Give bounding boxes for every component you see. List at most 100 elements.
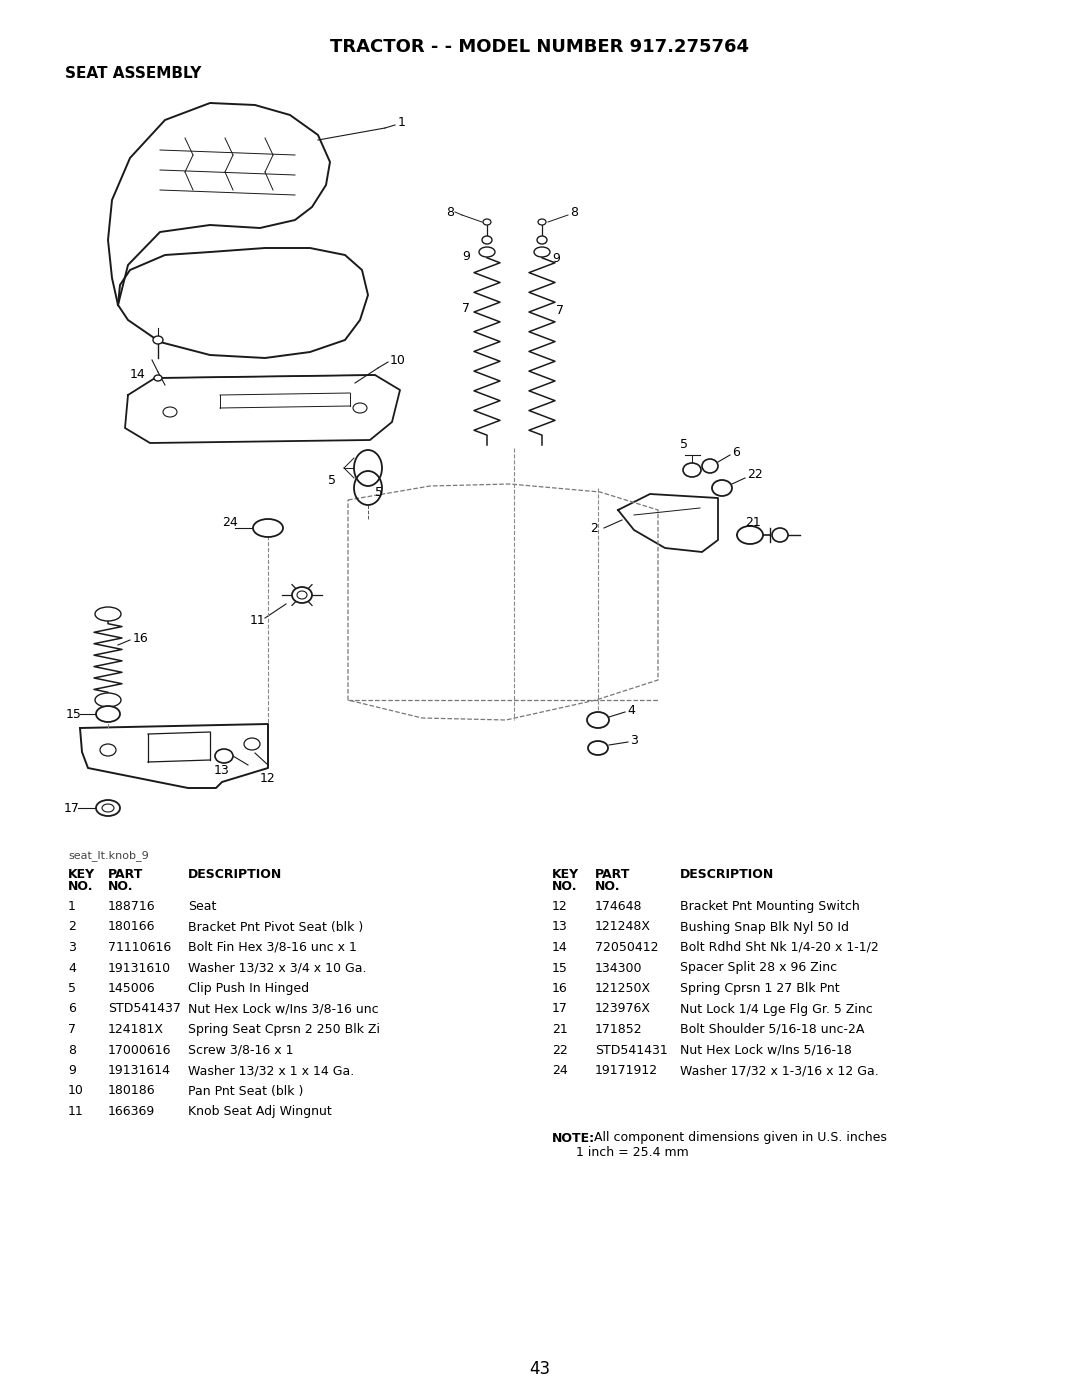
Text: NO.: NO. (552, 880, 578, 893)
Text: Spacer Split 28 x 96 Zinc: Spacer Split 28 x 96 Zinc (680, 961, 837, 975)
Text: STD541431: STD541431 (595, 1044, 667, 1056)
Text: 5: 5 (68, 982, 76, 995)
Text: NO.: NO. (108, 880, 134, 893)
Ellipse shape (297, 591, 307, 599)
Text: All component dimensions given in U.S. inches: All component dimensions given in U.S. i… (590, 1132, 887, 1144)
Text: 19131614: 19131614 (108, 1065, 171, 1077)
Text: 14: 14 (130, 369, 146, 381)
Text: Seat: Seat (188, 900, 216, 914)
Ellipse shape (683, 462, 701, 476)
Text: 24: 24 (552, 1065, 568, 1077)
Ellipse shape (537, 236, 546, 244)
Text: 7: 7 (462, 302, 470, 314)
Text: TRACTOR - - MODEL NUMBER 917.275764: TRACTOR - - MODEL NUMBER 917.275764 (330, 38, 750, 56)
Text: DESCRIPTION: DESCRIPTION (680, 868, 774, 882)
Text: NO.: NO. (68, 880, 94, 893)
Text: 8: 8 (446, 205, 454, 218)
Text: 21: 21 (745, 515, 760, 528)
Text: 5: 5 (375, 486, 383, 500)
Text: Clip Push In Hinged: Clip Push In Hinged (188, 982, 309, 995)
Text: Nut Hex Lock w/Ins 5/16-18: Nut Hex Lock w/Ins 5/16-18 (680, 1044, 852, 1056)
Text: Washer 13/32 x 3/4 x 10 Ga.: Washer 13/32 x 3/4 x 10 Ga. (188, 961, 366, 975)
Text: PART: PART (595, 868, 631, 882)
Text: Nut Lock 1/4 Lge Flg Gr. 5 Zinc: Nut Lock 1/4 Lge Flg Gr. 5 Zinc (680, 1003, 873, 1016)
Text: 11: 11 (249, 613, 266, 626)
Ellipse shape (215, 749, 233, 763)
Text: 166369: 166369 (108, 1105, 156, 1118)
Text: 22: 22 (747, 468, 762, 482)
Text: 12: 12 (552, 900, 568, 914)
Text: 5: 5 (328, 474, 336, 486)
Text: 2: 2 (68, 921, 76, 933)
Ellipse shape (153, 337, 163, 344)
Text: Bracket Pnt Pivot Seat (blk ): Bracket Pnt Pivot Seat (blk ) (188, 921, 363, 933)
Text: 6: 6 (68, 1003, 76, 1016)
Ellipse shape (588, 740, 608, 754)
Text: 8: 8 (570, 205, 578, 218)
Text: Knob Seat Adj Wingnut: Knob Seat Adj Wingnut (188, 1105, 332, 1118)
Text: 15: 15 (552, 961, 568, 975)
Text: Washer 13/32 x 1 x 14 Ga.: Washer 13/32 x 1 x 14 Ga. (188, 1065, 354, 1077)
Text: PART: PART (108, 868, 144, 882)
Text: Spring Cprsn 1 27 Blk Pnt: Spring Cprsn 1 27 Blk Pnt (680, 982, 839, 995)
Text: 7: 7 (68, 1023, 76, 1037)
Text: 17: 17 (64, 802, 80, 814)
Text: 124181X: 124181X (108, 1023, 164, 1037)
Text: Bolt Shoulder 5/16-18 unc-2A: Bolt Shoulder 5/16-18 unc-2A (680, 1023, 864, 1037)
Text: 16: 16 (552, 982, 568, 995)
Ellipse shape (737, 527, 762, 543)
Ellipse shape (702, 460, 718, 474)
Text: 1: 1 (68, 900, 76, 914)
Text: 6: 6 (732, 446, 740, 458)
Text: Bolt Fin Hex 3/8-16 unc x 1: Bolt Fin Hex 3/8-16 unc x 1 (188, 942, 356, 954)
Text: 71110616: 71110616 (108, 942, 172, 954)
Text: 21: 21 (552, 1023, 568, 1037)
Ellipse shape (772, 528, 788, 542)
Text: 4: 4 (627, 704, 635, 717)
Text: 134300: 134300 (595, 961, 643, 975)
Text: Bolt Rdhd Sht Nk 1/4-20 x 1-1/2: Bolt Rdhd Sht Nk 1/4-20 x 1-1/2 (680, 942, 879, 954)
Text: 5: 5 (680, 439, 688, 451)
Ellipse shape (96, 705, 120, 722)
Text: 19171912: 19171912 (595, 1065, 658, 1077)
Text: Screw 3/8-16 x 1: Screw 3/8-16 x 1 (188, 1044, 294, 1056)
Ellipse shape (538, 219, 546, 225)
Text: 3: 3 (68, 942, 76, 954)
Text: NOTE:: NOTE: (552, 1132, 595, 1144)
Text: KEY: KEY (68, 868, 95, 882)
Ellipse shape (483, 219, 491, 225)
Text: 188716: 188716 (108, 900, 156, 914)
Text: 9: 9 (462, 250, 470, 263)
Text: 12: 12 (260, 771, 275, 785)
Text: SEAT ASSEMBLY: SEAT ASSEMBLY (65, 66, 201, 81)
Text: DESCRIPTION: DESCRIPTION (188, 868, 282, 882)
Ellipse shape (95, 608, 121, 622)
Ellipse shape (534, 247, 550, 257)
Text: 10: 10 (68, 1084, 84, 1098)
Text: Pan Pnt Seat (blk ): Pan Pnt Seat (blk ) (188, 1084, 303, 1098)
Text: 9: 9 (68, 1065, 76, 1077)
Text: KEY: KEY (552, 868, 579, 882)
Text: 2: 2 (590, 521, 598, 535)
Text: 13: 13 (552, 921, 568, 933)
Text: 16: 16 (133, 631, 149, 644)
Text: Bushing Snap Blk Nyl 50 Id: Bushing Snap Blk Nyl 50 Id (680, 921, 849, 933)
Text: 17000616: 17000616 (108, 1044, 172, 1056)
Text: seat_lt.knob_9: seat_lt.knob_9 (68, 849, 149, 861)
Text: 14: 14 (552, 942, 568, 954)
Text: 8: 8 (68, 1044, 76, 1056)
Text: 11: 11 (68, 1105, 84, 1118)
Text: 19131610: 19131610 (108, 961, 171, 975)
Ellipse shape (292, 587, 312, 604)
Text: 121248X: 121248X (595, 921, 651, 933)
Text: 1 inch = 25.4 mm: 1 inch = 25.4 mm (552, 1146, 689, 1158)
Text: 174648: 174648 (595, 900, 643, 914)
Text: 72050412: 72050412 (595, 942, 659, 954)
Text: 24: 24 (222, 515, 238, 528)
Text: Washer 17/32 x 1-3/16 x 12 Ga.: Washer 17/32 x 1-3/16 x 12 Ga. (680, 1065, 879, 1077)
Text: 17: 17 (552, 1003, 568, 1016)
Text: STD541437: STD541437 (108, 1003, 180, 1016)
Text: Spring Seat Cprsn 2 250 Blk Zi: Spring Seat Cprsn 2 250 Blk Zi (188, 1023, 380, 1037)
Ellipse shape (712, 481, 732, 496)
Ellipse shape (588, 712, 609, 728)
